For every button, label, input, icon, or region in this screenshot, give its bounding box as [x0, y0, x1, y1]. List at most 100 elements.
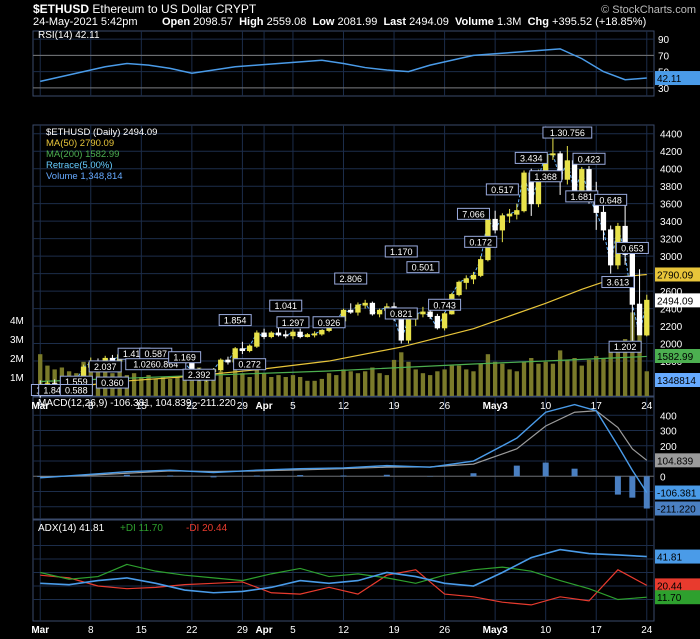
adx-value-label-box	[655, 549, 700, 564]
open-value: 2098.57	[193, 16, 233, 28]
x-tick-label: 5	[290, 401, 296, 412]
volume-bar	[305, 380, 310, 396]
last-price-label: 2494.09	[657, 296, 694, 307]
low-value: 2081.99	[337, 16, 378, 28]
plus-di-line	[40, 563, 647, 601]
plus-di-value-label-box	[655, 590, 700, 605]
candle-down	[622, 225, 628, 255]
price-legend-item: MA(50) 2790.09	[46, 138, 114, 149]
volume-bar	[471, 371, 476, 396]
volume-bar	[247, 377, 252, 396]
candle-up	[470, 274, 477, 280]
candle-down	[297, 331, 303, 338]
retrace-annotation-box	[594, 193, 628, 206]
volume-bar	[529, 358, 534, 396]
volume-bar	[594, 356, 599, 396]
symbol: $ETHUSD	[33, 2, 90, 16]
macd-histogram-bar	[513, 465, 520, 477]
volume-bar	[211, 373, 216, 396]
rsi-legend: RSI(14) 42.11	[38, 30, 100, 41]
candle-up	[521, 172, 527, 212]
price-legend-item: $ETHUSD (Daily) 2494.09	[46, 127, 157, 138]
volume-bar	[492, 361, 498, 396]
candle-up	[579, 169, 585, 194]
macd-legend: MACD(12,26,9) -106.381, 104.839, -211.22…	[38, 398, 236, 409]
plus-di-legend: +DI 11.70	[120, 523, 163, 534]
candle-down	[398, 316, 404, 341]
macd-histogram-bar	[253, 475, 260, 477]
retrace-annotation: 0.360	[101, 378, 124, 388]
macd-histogram-bar	[167, 475, 174, 477]
retrace-annotation: 7.066	[462, 209, 485, 219]
volume-bar	[182, 375, 187, 396]
rsi-last-label: 42.11	[657, 74, 682, 85]
price-tick-label: 3600	[660, 200, 683, 211]
volume-bar	[261, 373, 267, 396]
x-tick-label: 24	[641, 401, 653, 412]
ohlc-summary: Open 2098.57 High 2559.08 Low 2081.99 La…	[162, 16, 646, 28]
price-legend-item: MA(200) 1582.99	[46, 149, 119, 160]
volume-bar	[485, 354, 491, 396]
retrace-annotation-box	[334, 272, 368, 285]
retrace-annotation: 1.842	[43, 386, 66, 396]
volume-bar	[146, 375, 151, 396]
volume-bar	[579, 365, 584, 396]
copyright: © StockCharts.com	[601, 4, 696, 16]
volume-tick-label: 2M	[10, 354, 24, 365]
x-tick-label: 29	[237, 401, 249, 412]
candle-down	[369, 302, 376, 315]
retrace-annotation: 1.297	[282, 318, 305, 328]
candle-up	[304, 334, 311, 338]
macd-histogram-bar	[614, 476, 621, 495]
retrace-annotation-box	[168, 351, 202, 364]
x-tick-label: 5	[290, 625, 296, 636]
volume-bar	[406, 361, 411, 396]
retrace-annotation: 1.0260.864	[133, 360, 178, 370]
open-label: Open	[162, 16, 191, 28]
volume-bar	[550, 363, 556, 396]
candle-down	[608, 229, 614, 266]
retrace-annotation-box	[485, 183, 519, 196]
candle-up	[319, 329, 325, 335]
x-tick-label: 17	[591, 625, 603, 636]
x-tick-label: Mar	[31, 401, 49, 412]
plus-di-value-label: 11.70	[657, 593, 682, 604]
retrace-annotation: 2.806	[339, 274, 362, 284]
macd-tick-label: 200	[660, 442, 677, 453]
candle-down	[492, 218, 498, 231]
retrace-annotation-box	[218, 314, 252, 327]
volume-bar	[38, 354, 43, 396]
volume-tick-label: 4M	[10, 316, 24, 327]
volume-tick-label: 3M	[10, 335, 24, 346]
volume-bar	[283, 377, 288, 396]
volume-bar	[196, 367, 202, 396]
volume-bar	[362, 371, 368, 396]
volume-bar	[370, 367, 375, 396]
retrace-annotation-box	[312, 316, 346, 329]
chg-label: Chg	[527, 16, 549, 28]
candle-up	[550, 153, 556, 156]
volume-bar	[572, 358, 577, 396]
retrace-annotation-box	[88, 360, 122, 373]
volume-bar	[160, 377, 166, 396]
retrace-annotation: 0.821	[390, 309, 413, 319]
volume-bar	[427, 375, 433, 396]
ma50-value-label: 2790.09	[657, 270, 694, 281]
x-tick-label: May3	[483, 401, 508, 412]
rsi-tick-label: 30	[658, 84, 670, 95]
candle-up	[254, 332, 260, 347]
volume-bar	[326, 373, 332, 396]
volume-bar	[319, 378, 325, 396]
volume-bar	[218, 371, 223, 396]
price-tick-label: 3200	[660, 235, 683, 246]
retrace-annotation: 3.613	[607, 278, 630, 288]
volume-bar	[507, 369, 512, 396]
volume-bar	[536, 363, 541, 396]
retrace-annotation-box	[601, 276, 635, 289]
adx-line	[40, 548, 647, 594]
last-value: 2494.09	[409, 16, 449, 28]
retrace-annotation: 1.30.756	[550, 128, 585, 138]
price-tick-label: 3800	[660, 182, 683, 193]
volume-bar	[139, 377, 144, 396]
last-label: Last	[383, 16, 407, 28]
